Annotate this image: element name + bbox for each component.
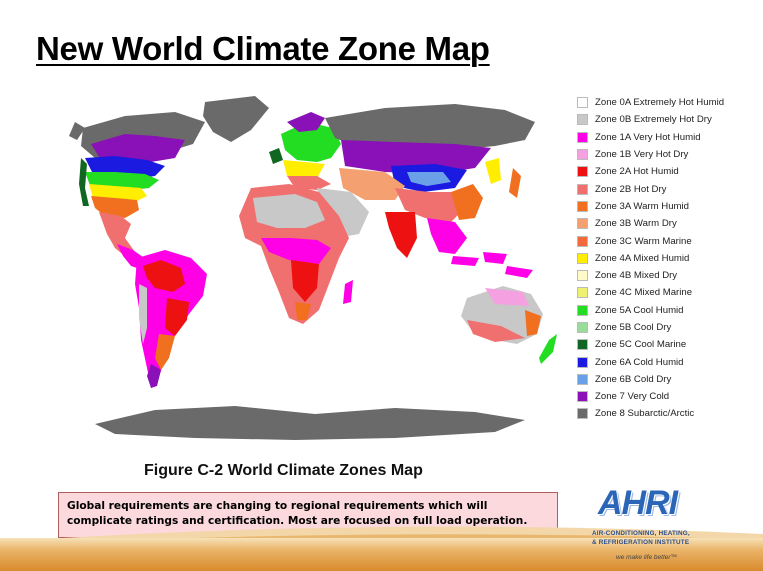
new-zealand-landmass — [539, 334, 557, 364]
australia-landmass — [461, 286, 543, 344]
legend-swatch — [577, 166, 588, 178]
legend-item-zone-6b: Zone 6B Cold Dry — [577, 371, 763, 388]
legend-item-zone-3b: Zone 3B Warm Dry — [577, 215, 763, 232]
legend-item-zone-7: Zone 7 Very Cold — [577, 388, 763, 405]
legend-label: Zone 4A Mixed Humid — [595, 252, 690, 264]
legend-label: Zone 7 Very Cold — [595, 391, 670, 403]
legend-label: Zone 8 Subarctic/Arctic — [595, 408, 695, 420]
legend-label: Zone 6A Cold Humid — [595, 356, 684, 368]
legend-label: Zone 2A Hot Humid — [595, 166, 679, 178]
legend-item-zone-6a: Zone 6A Cold Humid — [577, 353, 763, 370]
logo-wordmark: AHRI — [598, 484, 678, 522]
legend-item-zone-5c: Zone 5C Cool Marine — [577, 336, 763, 353]
indonesia-islands — [451, 252, 533, 278]
legend-label: Zone 4C Mixed Marine — [595, 287, 693, 299]
legend-label: Zone 5B Cool Dry — [595, 322, 672, 333]
legend-swatch — [577, 356, 588, 368]
legend-label: Zone 5C Cool Marine — [595, 339, 687, 351]
madagascar-landmass — [343, 280, 353, 304]
legend-swatch — [577, 373, 588, 385]
figure-caption: Figure C-2 World Climate Zones Map — [144, 462, 423, 479]
south-america-landmass — [135, 250, 207, 388]
legend-label: Zone 2B Hot Dry — [595, 183, 667, 195]
legend-swatch — [577, 200, 588, 212]
legend-swatch — [577, 149, 588, 161]
world-map-graphic — [69, 96, 557, 440]
africa-landmass — [239, 184, 349, 324]
legend-label: Zone 3B Warm Dry — [595, 218, 677, 230]
greenland-landmass — [203, 96, 269, 142]
legend-item-zone-4b: Zone 4B Mixed Dry — [577, 267, 763, 284]
legend-swatch — [577, 339, 588, 351]
legend-label: Zone 4B Mixed Dry — [595, 270, 678, 282]
legend-item-zone-5b: Zone 5B Cool Dry — [577, 319, 763, 336]
bottom-band-decoration — [0, 538, 763, 571]
legend-item-zone-0b: Zone 0B Extremely Hot Dry — [577, 111, 763, 128]
legend-swatch — [577, 218, 588, 230]
legend-swatch — [577, 252, 588, 264]
legend-swatch — [577, 183, 588, 195]
logo-line-1: AIR-CONDITIONING, HEATING, — [592, 530, 690, 537]
legend-label: Zone 6B Cold Dry — [595, 373, 672, 385]
legend-swatch — [577, 235, 588, 247]
legend-swatch — [577, 304, 588, 316]
legend-label: Zone 5A Cool Humid — [595, 304, 684, 316]
legend-item-zone-5a: Zone 5A Cool Humid — [577, 302, 763, 319]
legend-swatch — [577, 322, 588, 333]
slide-title: New World Climate Zone Map — [36, 30, 490, 67]
legend-item-zone-4a: Zone 4A Mixed Humid — [577, 250, 763, 267]
logo-line-2: & REFRIGERATION INSTITUTE — [592, 539, 690, 546]
climate-zone-legend: Zone 0A Extremely Hot Humid Zone 0B Extr… — [577, 94, 763, 423]
note-line: complicate ratings and certification. Mo… — [67, 515, 528, 527]
legend-item-zone-2b: Zone 2B Hot Dry — [577, 180, 763, 197]
legend-label: Zone 3A Warm Humid — [595, 200, 690, 212]
europe-landmass — [269, 112, 341, 190]
legend-swatch — [577, 408, 588, 420]
legend-label: Zone 1A Very Hot Humid — [595, 131, 701, 143]
legend-label: Zone 3C Warm Marine — [595, 235, 692, 247]
legend-item-zone-2a: Zone 2A Hot Humid — [577, 163, 763, 180]
legend-swatch — [577, 131, 588, 143]
asia-landmass — [325, 104, 535, 258]
legend-swatch — [577, 287, 588, 299]
north-america-landmass — [69, 112, 205, 270]
logo-tagline: we make life better™ — [616, 554, 678, 561]
legend-item-zone-3c: Zone 3C Warm Marine — [577, 232, 763, 249]
legend-label: Zone 0A Extremely Hot Humid — [595, 97, 725, 109]
legend-item-zone-1b: Zone 1B Very Hot Dry — [577, 146, 763, 163]
legend-label: Zone 0B Extremely Hot Dry — [595, 114, 712, 126]
legend-item-zone-8: Zone 8 Subarctic/Arctic — [577, 405, 763, 422]
legend-swatch — [577, 97, 588, 109]
antarctica-landmass — [95, 406, 525, 440]
ahri-logo: AHRI AIR-CONDITIONING, HEATING, & REFRIG… — [590, 484, 720, 564]
legend-item-zone-3a: Zone 3A Warm Humid — [577, 198, 763, 215]
legend-label: Zone 1B Very Hot Dry — [595, 149, 689, 161]
legend-item-zone-4c: Zone 4C Mixed Marine — [577, 284, 763, 301]
legend-item-zone-1a: Zone 1A Very Hot Humid — [577, 129, 763, 146]
note-line: Global requirements are changing to regi… — [67, 500, 488, 512]
world-climate-zone-map — [55, 88, 570, 448]
legend-swatch — [577, 114, 588, 126]
legend-item-zone-0a: Zone 0A Extremely Hot Humid — [577, 94, 763, 111]
legend-swatch — [577, 270, 588, 282]
legend-swatch — [577, 391, 588, 403]
